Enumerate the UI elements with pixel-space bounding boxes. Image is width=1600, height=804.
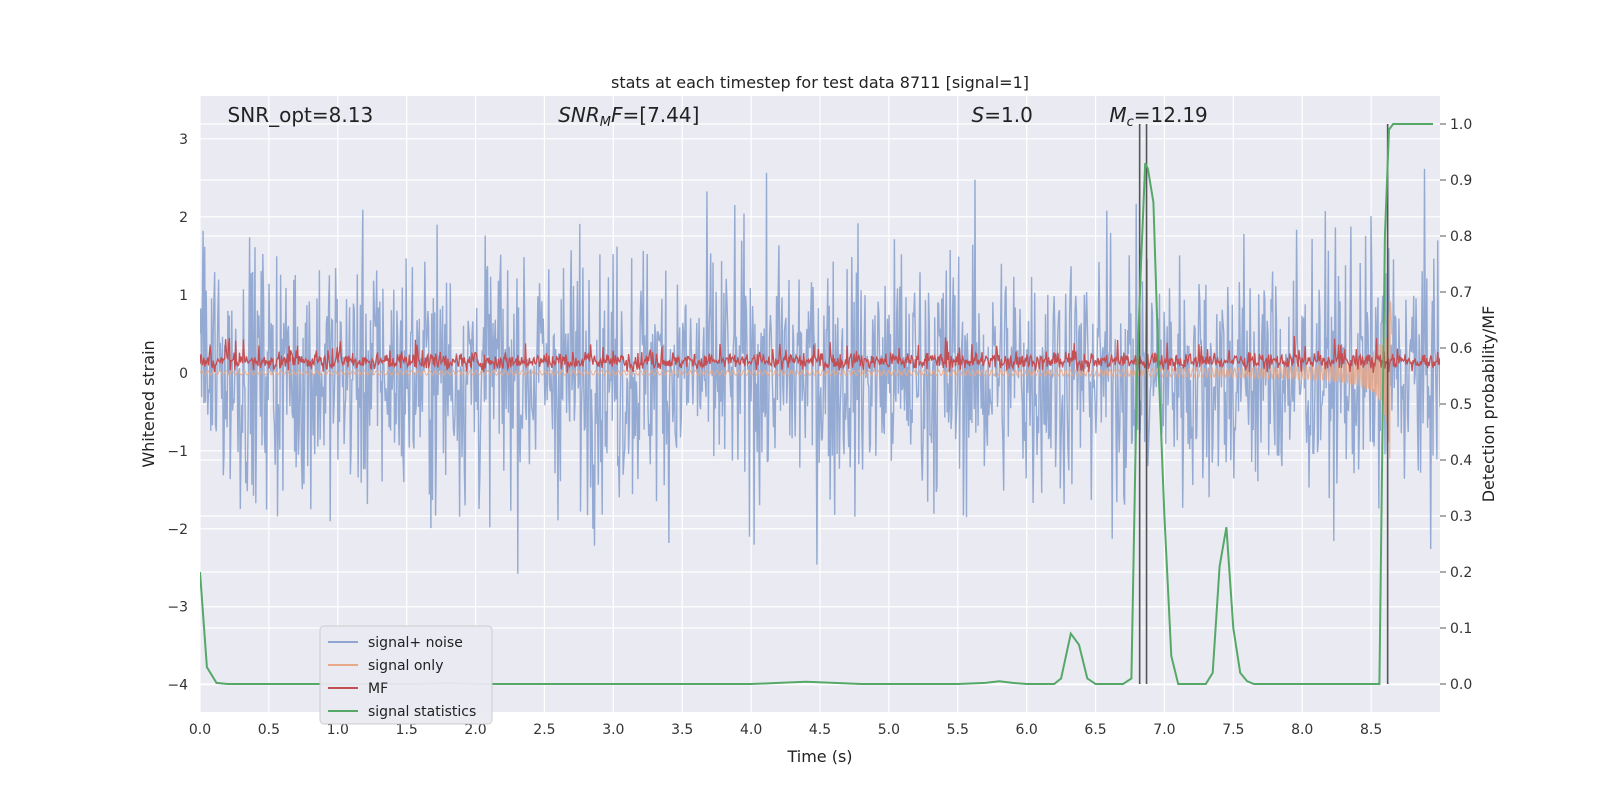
stat-annotation: SNR_opt=8.13 — [228, 103, 374, 127]
series-signal-only — [200, 301, 1393, 459]
legend-box — [319, 625, 493, 725]
series-signal-noise — [200, 168, 1440, 574]
x-tick-label: 0.5 — [258, 722, 280, 738]
y-right-tick-label: 0.1 — [1450, 621, 1472, 637]
y-axis-label: Whitened strain — [139, 340, 158, 467]
series-mf — [200, 335, 1440, 373]
x-tick-label: 7.5 — [1222, 722, 1244, 738]
x-tick-label: 4.0 — [740, 722, 762, 738]
legend-label: signal statistics — [368, 704, 476, 720]
series-layer — [200, 168, 1440, 574]
x-tick-label: 1.5 — [396, 722, 418, 738]
y-right-tick-label: 0.7 — [1450, 285, 1472, 301]
y-tick-label: −4 — [167, 678, 188, 694]
legend-label: signal+ noise — [368, 635, 463, 651]
y-right-tick-label: 0.8 — [1450, 229, 1472, 245]
legend: signal+ noise signal only MF signal statist… — [319, 625, 493, 725]
y-right-tick-label: 0.9 — [1450, 173, 1472, 189]
x-tick-label: 6.5 — [1084, 722, 1106, 738]
y-right-tick-label: 0.4 — [1450, 453, 1472, 469]
chart-title: stats at each timestep for test data 871… — [611, 73, 1029, 92]
y-axis-label-right: Detection probability/MF — [1479, 306, 1498, 503]
y-right-tick-label: 0.2 — [1450, 565, 1472, 581]
y-tick-label: 0 — [179, 366, 188, 382]
y-right-tick-label: 0.3 — [1450, 509, 1472, 525]
x-tick-label: 1.0 — [327, 722, 349, 738]
y-right-tick-label: 0.6 — [1450, 341, 1472, 357]
y-tick-label: −2 — [167, 522, 188, 538]
x-tick-label: 4.5 — [809, 722, 831, 738]
legend-label: MF — [368, 681, 388, 697]
legend-label: signal only — [368, 658, 443, 674]
tick-labels: 0.0 0.5 1.0 1.5 2.0 2.5 3.0 3.5 4.0 4.5 5.0 5.5 6.0 6… — [167, 117, 1472, 738]
stat-annotation: SNRMF=[7.44] — [558, 103, 699, 130]
x-tick-label: 5.0 — [878, 722, 900, 738]
y-right-tick-label: 0.0 — [1450, 677, 1472, 693]
x-tick-label: 8.0 — [1291, 722, 1313, 738]
x-tick-label: 2.5 — [533, 722, 555, 738]
y-tick-label: −3 — [167, 600, 188, 616]
y-tick-label: 3 — [179, 132, 188, 148]
x-tick-label: 6.0 — [1016, 722, 1038, 738]
x-tick-label: 5.5 — [947, 722, 969, 738]
x-tick-label: 7.0 — [1153, 722, 1175, 738]
y-tick-label: 1 — [179, 288, 188, 304]
x-tick-label: 3.0 — [602, 722, 624, 738]
y-right-tick-label: 1.0 — [1450, 117, 1472, 133]
x-tick-label: 2.0 — [464, 722, 486, 738]
y-right-tick-label: 0.5 — [1450, 397, 1472, 413]
annotations: SNR_opt=8.13 SNRMF=[7.44] S=1.0 Mc=12.19 — [228, 103, 1208, 130]
y-tick-label: 2 — [179, 210, 188, 226]
x-tick-label: 3.5 — [671, 722, 693, 738]
y-tick-label: −1 — [167, 444, 188, 460]
stat-annotation: S=1.0 — [972, 103, 1033, 127]
x-tick-label: 8.5 — [1360, 722, 1382, 738]
x-axis-label: Time (s) — [786, 747, 852, 766]
x-tick-label: 0.0 — [189, 722, 211, 738]
stat-annotation: Mc=12.19 — [1109, 103, 1207, 130]
